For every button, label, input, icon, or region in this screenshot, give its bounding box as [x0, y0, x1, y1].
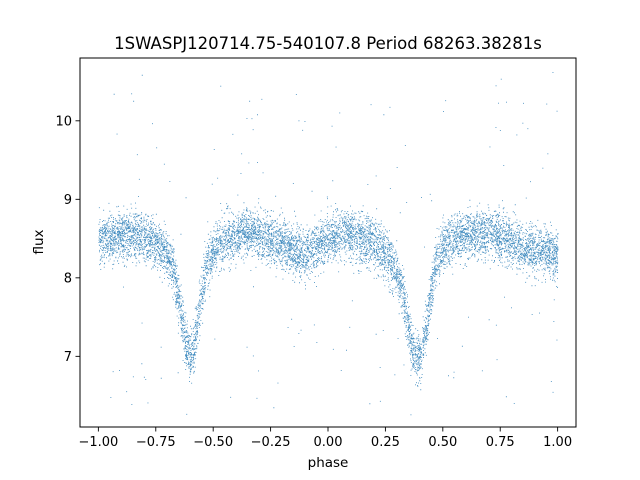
- y-tick-label: 8: [64, 271, 72, 286]
- scatter-points: [98, 72, 559, 416]
- y-axis-label: flux: [31, 229, 47, 254]
- x-tick-label: 0.75: [486, 435, 515, 450]
- x-tick-label: −1.00: [78, 435, 118, 450]
- x-tick-label: −0.75: [136, 435, 176, 450]
- x-axis-label: phase: [308, 455, 349, 471]
- x-tick-label: 0.25: [371, 435, 400, 450]
- x-tick-label: 1.00: [543, 435, 572, 450]
- y-tick-label: 7: [64, 350, 72, 365]
- x-tick-label: 0.50: [428, 435, 457, 450]
- chart-title: 1SWASPJ120714.75-540107.8 Period 68263.3…: [114, 34, 542, 53]
- data-point-cloud: [98, 72, 559, 416]
- x-tick-label: 0.00: [314, 435, 343, 450]
- y-tick-label: 9: [64, 193, 72, 208]
- y-tick-label: 10: [55, 114, 72, 129]
- x-tick-label: −0.50: [193, 435, 233, 450]
- x-tick-label: −0.25: [251, 435, 291, 450]
- x-axis: −1.00 −0.75 −0.50 −0.25 0.00 0.25 0.50 0.75 1.00: [78, 427, 572, 450]
- y-axis: 7 8 9 10: [55, 114, 80, 365]
